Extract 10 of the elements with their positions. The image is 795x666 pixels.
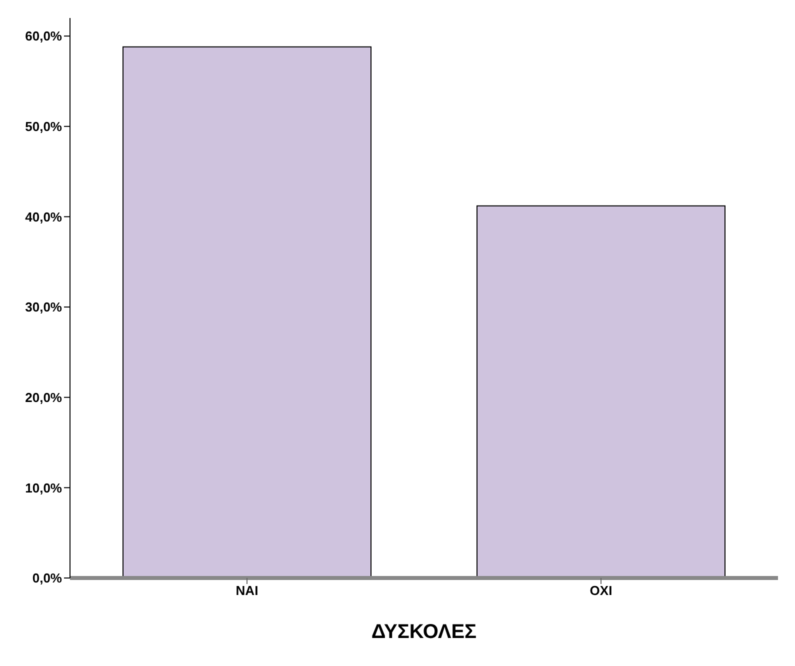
y-tick-label: 60,0% (25, 28, 62, 44)
y-tick-label: 40,0% (25, 209, 62, 224)
y-tick-label: 20,0% (25, 390, 62, 405)
y-tick-label: 50,0% (25, 119, 62, 134)
x-axis-title: ΔΥΣΚΟΛΕΣ (371, 621, 477, 643)
x-tick-label: NAI (236, 583, 258, 598)
y-tick-label: 10,0% (25, 480, 62, 496)
y-tick-label: 30,0% (25, 300, 62, 315)
x-tick-label: OXI (590, 583, 612, 598)
y-tick-label: 0,0% (32, 570, 62, 586)
